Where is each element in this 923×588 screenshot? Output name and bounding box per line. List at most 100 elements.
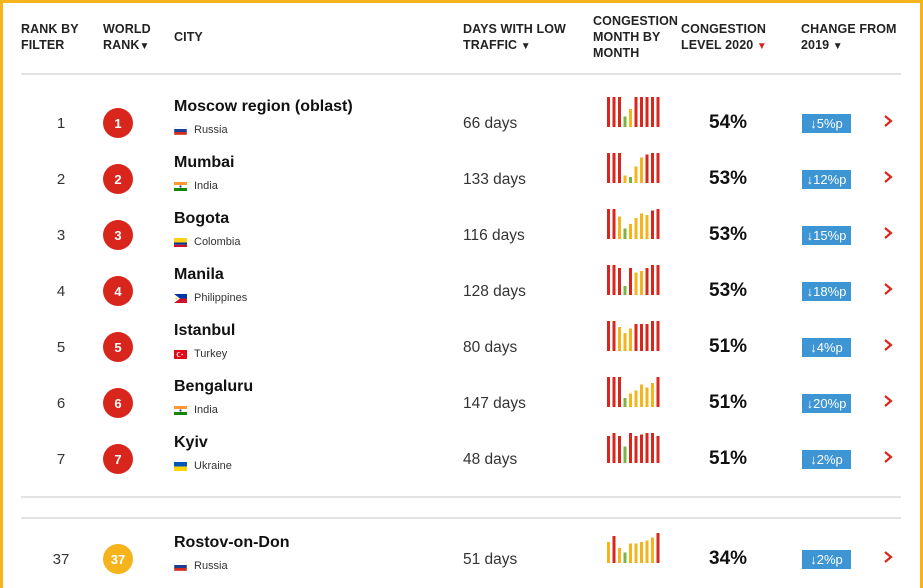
month-bar [634,272,638,295]
month-bar [623,398,627,407]
country-name: Colombia [194,236,241,248]
russia-flag-icon [174,561,187,571]
change-from-2019-badge: ↓5%p [802,114,851,133]
table-row[interactable]: 2 2 Mumbai India 133 days 53% ↓12%p [3,151,923,207]
month-bar [607,436,610,463]
month-bar [651,153,654,183]
header-city[interactable]: CITY [174,30,203,44]
chevron-right-icon[interactable] [881,169,895,185]
table-row[interactable]: 7 7 Kyiv Ukraine 48 days 51% ↓2%p [3,431,923,487]
chevron-right-icon[interactable] [881,549,895,565]
month-bar [656,97,660,127]
chevron-right-icon[interactable] [881,393,895,409]
month-bar [623,286,627,295]
month-bar [629,268,632,295]
table-row[interactable]: 3 3 Bogota Colombia 116 days 53% ↓15%p [3,207,923,263]
chevron-right-icon[interactable] [881,281,895,297]
rank-by-filter: 3 [56,227,66,244]
congestion-level: 34% [709,548,748,569]
city-name[interactable]: Manila [174,266,224,283]
table-row[interactable]: 4 4 Manila Philippines 128 days 53% ↓18%… [3,263,923,319]
days-low-traffic: 48 days [463,451,518,468]
country: Russia [174,560,228,572]
country: Philippines [174,292,247,304]
month-bar [612,97,616,127]
month-bar [645,387,649,407]
rank-by-filter: 2 [56,171,66,188]
section-divider-bottom [21,517,901,519]
header-rank-by-filter[interactable]: RANK BY FILTER [21,22,79,52]
world-rank-badge: 7 [103,444,133,474]
chevron-right-icon[interactable] [881,113,895,129]
sort-arrow-active-icon: ▼ [756,41,767,52]
city-name[interactable]: Bengaluru [174,378,254,395]
congestion-level: 53% [709,168,748,189]
month-bar [629,177,632,183]
congestion-level: 53% [709,280,748,301]
table-row[interactable]: 37 37 Rostov-on-Don Russia 51 days 34% ↓… [3,531,923,587]
month-bar [640,213,643,239]
city-name[interactable]: Istanbul [174,322,236,339]
month-bar [645,97,649,127]
chevron-right-icon[interactable] [881,337,895,353]
change-from-2019-badge: ↓18%p [802,282,851,301]
header-congestion-month: CONGESTION MONTH BY MONTH [593,14,679,60]
header-world-rank[interactable]: WORLD RANK▼ [103,22,151,52]
rank-by-filter: 37 [52,551,70,568]
month-bar [623,446,627,463]
month-bar [629,393,632,407]
month-bar [612,377,616,407]
days-low-traffic: 66 days [463,115,518,132]
month-bar [634,324,638,351]
month-bar [640,97,643,127]
days-low-traffic: 116 days [463,227,525,244]
month-bar [651,433,654,463]
month-bar [651,210,654,239]
month-bar [634,166,638,183]
header-congestion-level[interactable]: CONGESTION LEVEL 2020 ▼ [681,22,767,52]
month-bar [607,153,610,183]
rank-by-filter: 7 [56,451,66,468]
month-bar [629,109,632,127]
month-bar [634,390,638,407]
section-divider-top [21,496,901,498]
days-low-traffic: 147 days [463,395,526,412]
rank-by-filter: 6 [56,395,66,412]
country-name: Turkey [194,348,228,360]
change-from-2019-badge: ↓15%p [802,226,851,245]
city-name[interactable]: Rostov-on-Don [174,534,290,551]
chevron-right-icon[interactable] [881,225,895,241]
month-bar [618,436,621,463]
world-rank-badge: 3 [103,220,133,250]
month-bar [651,383,654,407]
sort-arrow-icon: ▼ [139,41,150,52]
change-from-2019-badge: ↓4%p [802,338,851,357]
month-bar [656,321,660,351]
month-bar [645,324,649,351]
sort-arrow-icon: ▼ [832,41,843,52]
india-flag-icon [174,405,187,415]
congestion-month-chart [607,377,660,407]
month-bar [651,97,654,127]
month-bar [645,540,649,563]
header-days-low-traffic[interactable]: DAYS WITH LOW TRAFFIC ▼ [463,22,566,52]
world-rank-badge: 37 [103,544,133,574]
city-name[interactable]: Bogota [174,210,230,227]
month-bar [651,537,654,563]
month-bar [607,377,610,407]
month-bar [629,328,632,351]
country-name: India [194,404,218,416]
table-row[interactable]: 1 1 Moscow region (oblast) Russia 66 day… [3,95,923,151]
chevron-right-icon[interactable] [881,449,895,465]
city-name[interactable]: Kyiv [174,434,208,451]
city-name[interactable]: Mumbai [174,154,235,171]
header-change-from-2019[interactable]: CHANGE FROM 2019 ▼ [801,22,897,52]
table-row[interactable]: 6 6 Bengaluru India 147 days 51% ↓20%p [3,375,923,431]
month-bar [623,116,627,127]
country: Turkey [174,348,227,360]
month-bar [640,434,643,463]
country-name: Ukraine [194,460,232,472]
city-name[interactable]: Moscow region (oblast) [174,98,353,115]
table-row[interactable]: 5 5 Istanbul Turkey 80 days 51% ↓4%p [3,319,923,375]
colombia-flag-icon [174,237,187,247]
